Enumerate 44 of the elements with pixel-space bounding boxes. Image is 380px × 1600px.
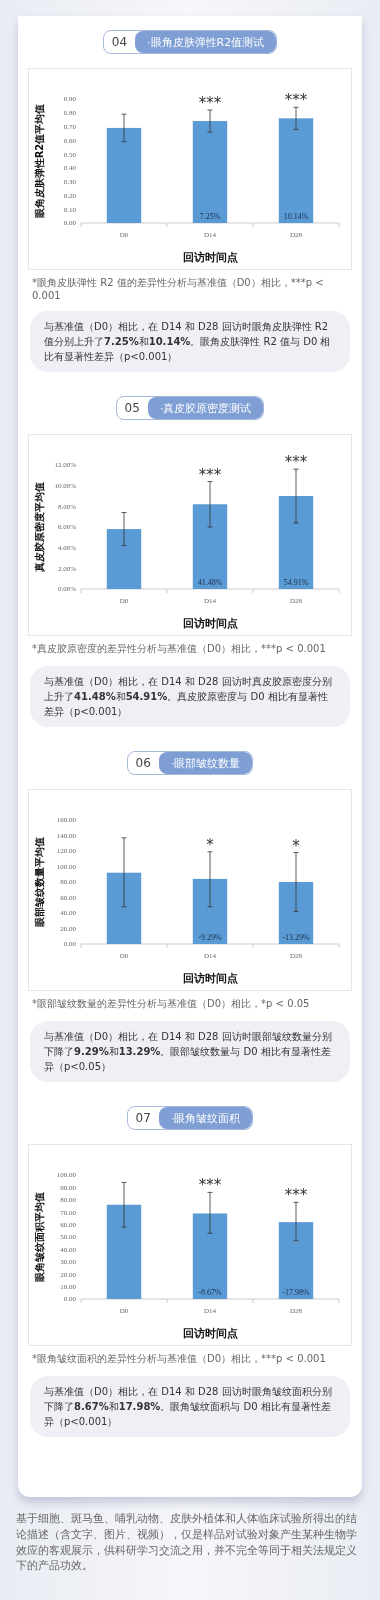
annotation: 54.91% xyxy=(283,578,309,587)
bar xyxy=(278,496,314,589)
annotation: 10.14% xyxy=(283,212,309,221)
annotation: *** xyxy=(284,453,308,472)
chart-subtitle: 04 xyxy=(110,35,129,49)
chart-subtitle: 06 xyxy=(134,756,152,770)
annotation: -9.29% xyxy=(198,933,222,942)
x-axis-title: 回访时间点 xyxy=(182,972,238,985)
annotation: * xyxy=(206,835,215,854)
bar xyxy=(192,504,228,589)
text: *眼角皱纹面积的差异性分析与基准值（D0）相比，***p < 0.001 xyxy=(32,1352,327,1366)
y-axis-title: 眼角皮肤弹性R2值平均值 xyxy=(34,103,45,219)
x-axis-title: 回访时间点 xyxy=(182,617,238,630)
chart-subtitle: 07 xyxy=(134,1111,152,1125)
text: 与基准值（D0）相比，在 D14 和 D28 回访时真皮胶原密度分别上升了41.48%和54.91%。真皮胶原密度与 D0 相比有显著性差异（p<0.001） xyxy=(44,676,332,717)
annotation: -13.29% xyxy=(282,933,310,942)
y-axis-title: 眼部皱纹数量平均值 xyxy=(34,837,45,927)
annotation: *** xyxy=(198,94,222,113)
chart-title: ·眼角皱纹面积 xyxy=(158,1107,253,1129)
chart-title: ·眼部皱纹数量 xyxy=(158,752,253,774)
annotation: *** xyxy=(198,465,222,484)
annotation: * xyxy=(292,836,301,855)
text: *真皮胶原密度的差异性分析与基准值（D0）相比，***p < 0.001 xyxy=(32,642,327,656)
annotation: -17.98% xyxy=(282,1288,310,1297)
text: 与基准值（D0）相比，在 D14 和 D28 回访时眼部皱纹数量分别下降了9.29%和13.29%。眼部皱纹数量与 D0 相比有显著性差异（p<0.05） xyxy=(44,1031,332,1072)
annotation: *** xyxy=(284,1186,308,1205)
text: 与基准值（D0）相比，在 D14 和 D28 回访时眼角皮肤弹性 R2 值分别上升了7.25%和10.14%。眼角皮肤弹性 R2 值与 D0 相比有显著性差异（p<0.001） xyxy=(44,321,331,362)
annotation: *** xyxy=(198,1176,222,1195)
chart-title: ·真皮胶原密度测试 xyxy=(147,397,264,419)
bar xyxy=(106,529,142,589)
y-axis-title: 眼角皱纹面积平均值 xyxy=(34,1192,45,1282)
text: 与基准值（D0）相比，在 D14 和 D28 回访时眼角皱纹面积分别下降了8.67%和17.98%。眼角皱纹面积与 D0 相比有显著性差异（p<0.001） xyxy=(44,1386,332,1427)
chart-subtitle: 05 xyxy=(123,401,141,415)
text: *眼角皮肤弹性 R2 值的差异性分析与基准值（D0）相比，***p < 0.001 xyxy=(32,276,325,301)
x-axis-title: 回访时间点 xyxy=(182,1327,238,1340)
annotation: 41.48% xyxy=(197,578,223,587)
y-axis-title: 真皮胶原密度平均值 xyxy=(34,482,45,573)
text: *眼部皱纹数量的差异性分析与基准值（D0）相比，*p < 0.05 xyxy=(32,997,311,1011)
chart-title: ·眼角皮肤弹性R2值测试 xyxy=(135,31,277,53)
text: 基于细胞、斑马鱼、哺乳动物、皮肤外植体和人体临床试验所得出的结论描述（含文字、图片、视频），仅是样品对试验对象产生某种生物学效应的客观展示，供科研学习交流之用，并不完全等同于相关法规定义下的产品功效。 xyxy=(16,1511,358,1574)
annotation: 7.25% xyxy=(199,212,221,221)
x-axis-title: 回访时间点 xyxy=(182,251,238,264)
annotation: *** xyxy=(284,91,308,110)
annotation: -8.67% xyxy=(198,1288,222,1297)
